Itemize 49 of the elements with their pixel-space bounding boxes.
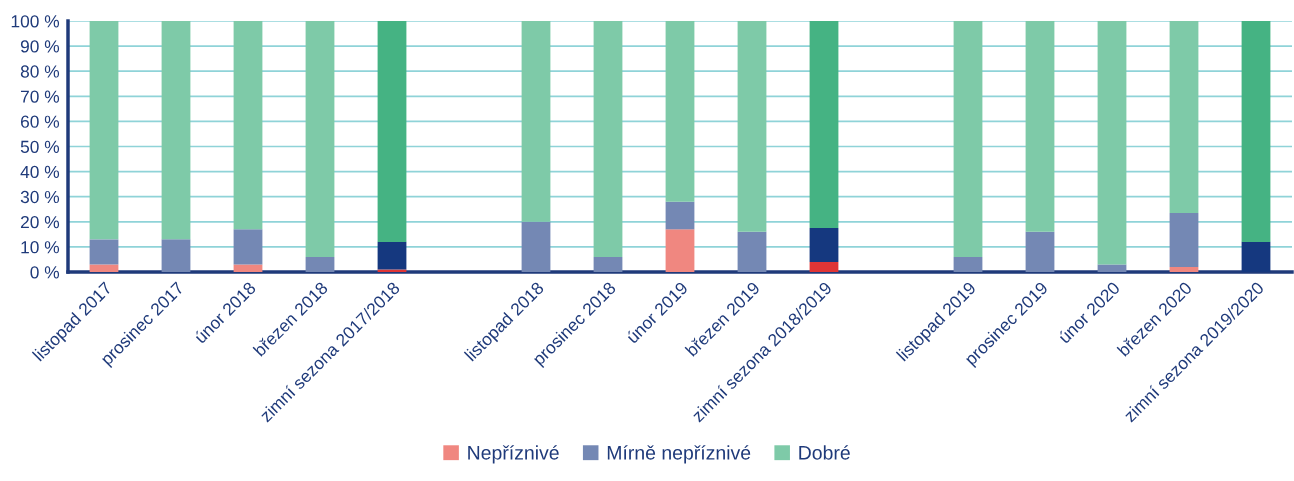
bar [89,264,119,272]
bar [161,21,191,240]
bar [233,264,263,272]
y-tick-label: 50 % [20,140,60,153]
bar [953,256,983,272]
bar [1169,266,1199,272]
y-tick-label: 100 % [11,15,60,28]
bar [1025,21,1055,232]
bar [521,21,551,222]
bar [665,229,695,272]
bar [809,21,839,229]
bar [233,229,263,265]
y-tick-label: 30 % [20,190,60,204]
bar [953,21,983,257]
y-tick-label: 60 % [20,115,60,128]
bar [89,21,119,240]
bar [1097,264,1127,272]
bar [233,21,263,230]
bar [593,256,623,272]
y-tick-label: 70 % [20,90,60,103]
legend-label: Mírně nepříznivé [607,445,751,464]
bar [161,239,191,272]
y-tick-label: 0 % [30,266,60,279]
bar [737,21,767,232]
bar [593,21,623,257]
bar [521,221,551,272]
legend-label: Nepříznivé [468,445,559,464]
bar [305,21,335,257]
y-tick-label: 10 % [21,241,60,254]
bar [809,261,839,272]
bar [377,241,407,270]
bar [809,228,839,262]
bar [665,21,695,202]
y-tick-label: 20 % [20,215,60,229]
bar [89,239,119,265]
y-tick-label: 90 % [20,40,60,53]
bar [377,21,407,242]
bar [1097,21,1127,265]
bar [377,269,407,272]
bar [737,231,767,272]
bar [1241,21,1271,242]
bar [305,256,335,272]
legend-label: Dobré [799,445,850,460]
bar [1025,231,1055,272]
bar [1169,21,1199,214]
y-tick-label: 80 % [20,65,60,78]
bar [665,201,695,230]
bar [1169,213,1199,267]
y-tick-label: 40 % [20,165,60,179]
